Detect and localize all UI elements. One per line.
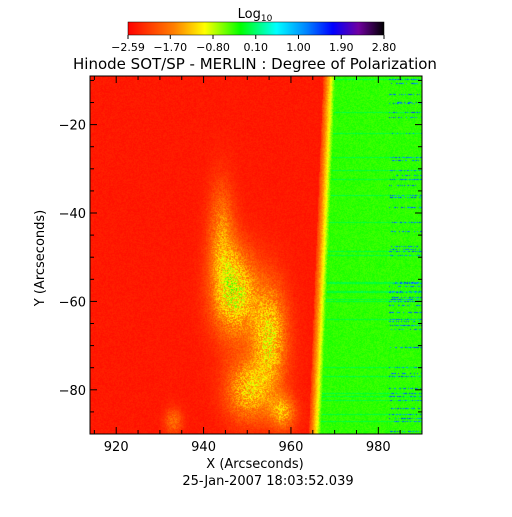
colorbar-tick-label: −2.59 — [111, 41, 145, 54]
plot-area — [89, 75, 423, 435]
colorbar — [127, 21, 385, 36]
colorbar-title: Log10 — [238, 7, 273, 24]
colorbar-ticks: −2.59 −1.70 −0.80 0.10 1.00 1.90 2.80 — [111, 35, 396, 54]
x-tick-label: 980 — [366, 440, 391, 455]
colorbar-tick-label: 0.10 — [244, 41, 269, 54]
chart-title: Hinode SOT/SP - MERLIN : Degree of Polar… — [73, 55, 437, 73]
colorbar-tick-label: 1.00 — [286, 41, 311, 54]
heatmap-image — [90, 76, 422, 434]
x-tick-label: 960 — [279, 440, 304, 455]
colorbar-tick-label: −0.80 — [196, 41, 230, 54]
colorbar-title-subscript: 10 — [261, 14, 273, 24]
y-tick-label: −40 — [59, 207, 86, 222]
x-axis-label: X (Arcseconds) — [206, 457, 303, 472]
x-tick-label: 940 — [191, 440, 216, 455]
y-tick-label: −80 — [59, 384, 86, 399]
y-tick-label: −60 — [59, 295, 86, 310]
axes: 920 940 960 980 −20 −40 −60 −80 — [59, 76, 423, 455]
plot-frame — [89, 75, 423, 435]
colorbar-tick-label: 1.90 — [329, 41, 354, 54]
timestamp: 25-Jan-2007 18:03:52.039 — [182, 474, 353, 489]
colorbar-tick-label: 2.80 — [372, 41, 397, 54]
y-axis-label: Y (Arcseconds) — [33, 210, 48, 307]
colorbar-tick-label: −1.70 — [153, 41, 187, 54]
y-tick-label: −20 — [59, 119, 86, 134]
x-tick-label: 920 — [104, 440, 129, 455]
